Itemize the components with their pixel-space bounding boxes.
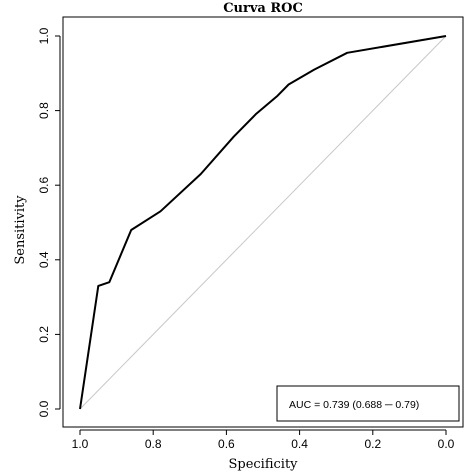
x-tick-label: 1.0	[72, 437, 89, 451]
x-tick-label: 0.4	[291, 437, 308, 451]
y-axis-label: Sensitivity	[13, 195, 28, 265]
y-tick-label: 0.8	[37, 102, 51, 119]
x-axis-label: Specificity	[228, 457, 298, 472]
x-tick-label: 0.0	[438, 437, 455, 451]
legend-box	[276, 385, 460, 422]
x-tick-label: 0.2	[364, 437, 381, 451]
y-tick-label: 0.6	[37, 177, 51, 194]
legend-auc-text: AUC = 0.739 (0.688 ─ 0.79)	[289, 399, 419, 411]
x-tick-label: 0.8	[145, 437, 162, 451]
roc-curve	[79, 35, 447, 410]
plot-frame	[62, 16, 464, 428]
chart-title: Curva ROC	[223, 1, 303, 16]
x-tick-label: 0.6	[218, 437, 235, 451]
y-tick-label: 1.0	[37, 27, 51, 44]
legend: AUC = 0.739 (0.688 ─ 0.79)	[276, 385, 460, 422]
y-tick-label: 0.0	[37, 400, 51, 417]
reference-diagonal	[79, 35, 447, 410]
axes: 1.0 0.8 0.6 0.4 0.2 0.0 0.0 0.2 0.4 0.6 0.8 1.0	[37, 27, 455, 451]
y-tick-label: 0.4	[37, 251, 51, 268]
y-tick-label: 0.2	[37, 326, 51, 343]
